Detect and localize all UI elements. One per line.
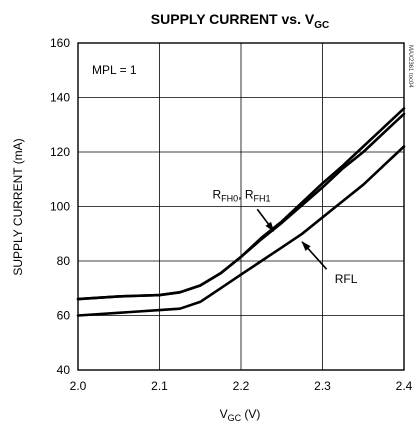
x-tick-label: 2.0	[70, 379, 87, 393]
annotation-subscript: FH0	[221, 193, 238, 203]
x-axis-label-unit: (V)	[241, 407, 260, 421]
x-tick-label: 2.4	[396, 379, 413, 393]
y-tick-label: 120	[50, 145, 70, 159]
x-tick-label: 2.3	[314, 379, 331, 393]
annotation-arrow-1	[256, 208, 275, 232]
x-tick-labels: 2.0 2.1 2.2 2.3 2.4	[70, 379, 413, 393]
condition-label: MPL = 1	[92, 63, 137, 77]
chart-title-subscript: GC	[314, 20, 329, 31]
y-axis-label: SUPPLY CURRENT (mA)	[11, 138, 25, 275]
annotation-label-1: RFH0, RFH1	[212, 187, 270, 203]
annotation-text: , R	[238, 187, 254, 201]
annotations: RFH0, RFH1 RFL	[212, 187, 357, 285]
annotation-subscript: FH1	[254, 193, 271, 203]
y-tick-label: 140	[50, 91, 70, 105]
y-tick-label: 160	[50, 36, 70, 50]
x-axis-label-subscript: GC	[228, 413, 242, 423]
grid	[77, 42, 405, 371]
x-tick-label: 2.1	[151, 379, 168, 393]
y-tick-labels: 40 60 80 100 120 140 160	[50, 36, 70, 377]
x-axis-label: VGC (V)	[220, 407, 261, 423]
annotation-text: R	[212, 187, 221, 201]
x-tick-label: 2.2	[233, 379, 250, 393]
series-line-3	[76, 145, 406, 317]
plot-frame	[77, 42, 405, 371]
annotation-label-2: RFL	[335, 272, 358, 286]
y-tick-label: 40	[57, 363, 71, 377]
annotation-text: RFL	[335, 272, 358, 286]
y-tick-label: 60	[57, 309, 71, 323]
chart-title: SUPPLY CURRENT vs. VGC	[151, 11, 329, 31]
figure-code: MAX2361 toc04	[407, 45, 413, 88]
y-tick-label: 80	[57, 254, 71, 268]
x-axis-label-main: V	[220, 407, 228, 421]
series-layer	[76, 107, 406, 317]
series-line-2	[76, 107, 406, 301]
chart-title-main: SUPPLY CURRENT vs. V	[151, 11, 315, 27]
annotation-arrow-2	[301, 241, 328, 270]
y-tick-label: 100	[50, 200, 70, 214]
